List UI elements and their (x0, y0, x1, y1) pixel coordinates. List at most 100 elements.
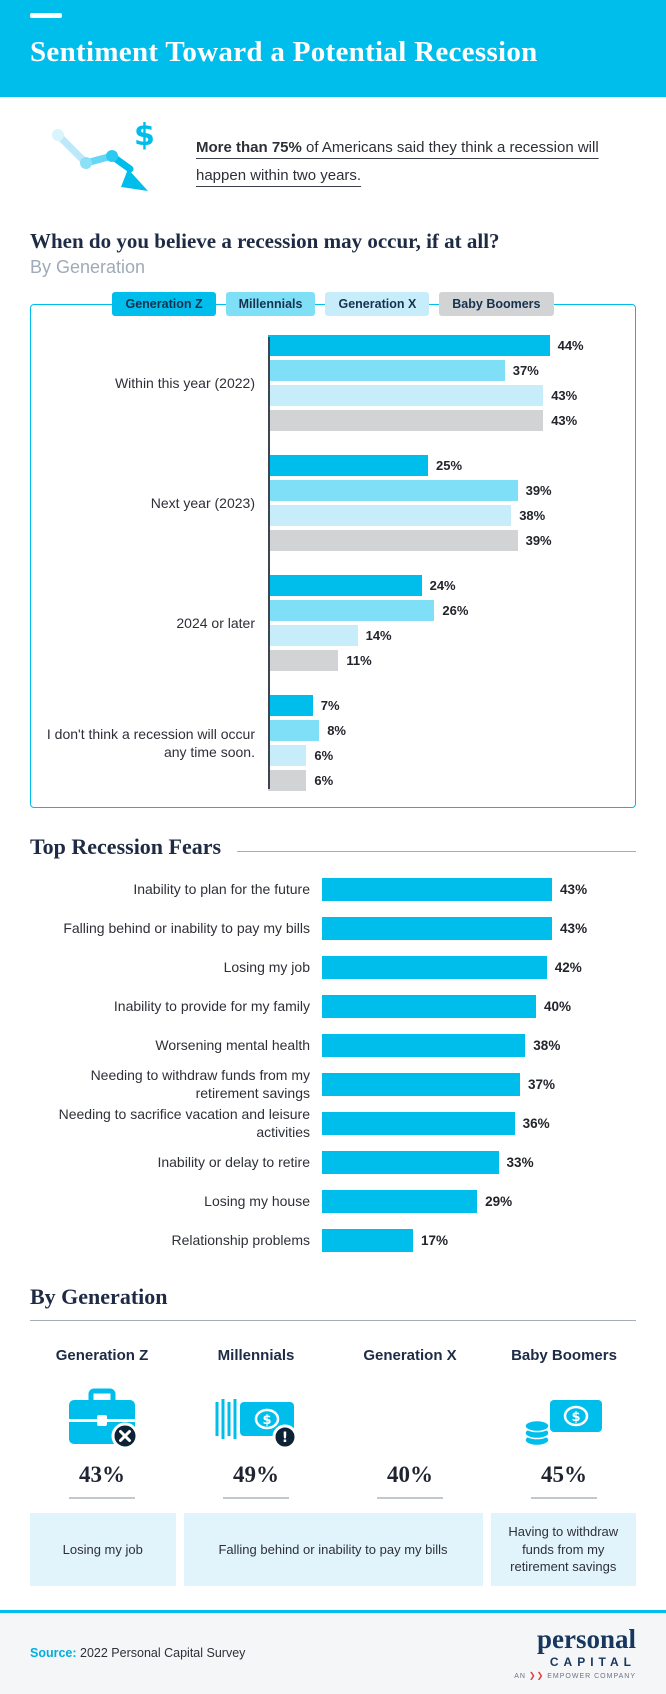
svg-text:$: $ (134, 119, 155, 153)
bar (268, 455, 428, 476)
generation-percent: 49% (233, 1462, 279, 1487)
bar-group: 24% 26% 14% 11% (268, 575, 623, 671)
fear-label: Worsening mental health (155, 1036, 310, 1053)
generation-columns: Generation Z 43% Millennials $! 49% Generatio… (0, 1331, 666, 1499)
generation-chart: Generation Z Millennials Generation X Baby … (30, 292, 636, 808)
bar (322, 1190, 478, 1213)
fear-row: Falling behind or inability to pay my bi… (30, 909, 636, 948)
bar-value: 17% (420, 1233, 448, 1248)
bar-row: 8% (268, 720, 623, 741)
category-label: I don't think a recession will occur any… (46, 725, 255, 760)
fear-label: Inability to provide for my family (113, 997, 310, 1014)
bar (268, 360, 505, 381)
percent-underline (69, 1497, 135, 1499)
bar-row: 44% (268, 335, 623, 356)
intro-rest: of Americans said they think a recession… (196, 139, 599, 184)
when-section-head: When do you believe a recession may occu… (0, 209, 666, 278)
bar (268, 720, 320, 741)
bar (268, 745, 307, 766)
fear-label: Losing my house (204, 1192, 310, 1209)
generation-column: Generation X 40% (338, 1347, 482, 1499)
bar-row: 24% (268, 575, 623, 596)
header-dash (30, 13, 62, 18)
page-title: Sentiment Toward a Potential Recession (30, 36, 538, 68)
fear-label: Needing to sacrifice vacation and leisur… (58, 1106, 310, 1140)
bar-row: 39% (268, 480, 623, 501)
bar (268, 505, 512, 526)
generation-name: Baby Boomers (511, 1347, 617, 1364)
bar-value: 43% (551, 413, 578, 428)
bar (268, 410, 544, 431)
generation-name: Millennials (217, 1347, 295, 1364)
bar-value: 37% (527, 1077, 555, 1092)
bar-value: 33% (506, 1155, 534, 1170)
generation-name: Generation Z (55, 1347, 149, 1364)
briefcase-x-icon (30, 1372, 174, 1450)
bar-value: 29% (485, 1194, 513, 1209)
bar (322, 917, 553, 940)
fear-row: Worsening mental health 38% (30, 1026, 636, 1065)
source-label: Source: (30, 1646, 77, 1661)
bar (268, 480, 518, 501)
legend-item: Millennials (225, 292, 316, 316)
bar-value: 7% (320, 698, 340, 713)
bar-value: 44% (557, 338, 584, 353)
chart-group: Within this year (2022) 44% 37% 43% 43% (39, 335, 623, 431)
callout-box: Losing my job (30, 1513, 176, 1586)
source-text: 2022 Personal Capital Survey (76, 1646, 246, 1661)
when-subtitle: By Generation (30, 257, 146, 277)
bar-value: 36% (522, 1116, 550, 1131)
bar-group: 7% 8% 6% 6% (268, 695, 623, 791)
fear-label: Needing to withdraw funds from my retire… (90, 1067, 310, 1101)
bar-value: 14% (365, 628, 392, 643)
percent-underline (531, 1497, 597, 1499)
empower-arrow-icon: ❯❯ (528, 1671, 545, 1681)
generation-percent: 43% (79, 1462, 125, 1487)
when-title: When do you believe a recession may occu… (30, 229, 500, 253)
bar-value: 38% (533, 1038, 561, 1053)
bar (268, 385, 544, 406)
legend-item: Generation Z (112, 292, 216, 316)
svg-text:$: $ (262, 1413, 271, 1428)
logo-empower-text: EMPOWER COMPANY (547, 1673, 636, 1681)
fear-label: Losing my job (223, 958, 310, 975)
fear-label: Inability to plan for the future (133, 880, 310, 897)
chart-group: I don't think a recession will occur any… (39, 695, 623, 791)
callout-box: Having to withdraw funds from my retirem… (490, 1513, 636, 1586)
generation-legend: Generation Z Millennials Generation X Baby … (31, 292, 635, 316)
bar-value: 43% (560, 882, 588, 897)
category-label: Next year (2023) (150, 494, 255, 511)
bar-value: 8% (327, 723, 346, 738)
legend-item: Generation X (325, 292, 430, 316)
bar (322, 878, 553, 901)
fear-label: Falling behind or inability to pay my bi… (63, 919, 310, 936)
bar (268, 650, 339, 671)
bar (268, 625, 358, 646)
bar-value: 11% (346, 653, 372, 668)
generation-callouts: Losing my job Falling behind or inability… (0, 1499, 666, 1586)
bar-row: 43% (268, 385, 623, 406)
bygen-section-head: By Generation (0, 1284, 666, 1321)
generation-column: Baby Boomers $45% (492, 1347, 636, 1499)
bar-value: 39% (525, 483, 552, 498)
svg-text:$: $ (571, 1410, 580, 1425)
legend-item: Baby Boomers (439, 292, 554, 316)
fear-row: Needing to sacrifice vacation and leisur… (30, 1104, 636, 1143)
bar-value: 39% (525, 533, 552, 548)
fear-row: Inability to provide for my family 40% (30, 987, 636, 1026)
bar-row: 25% (268, 455, 623, 476)
fear-row: Inability to plan for the future 43% (30, 870, 636, 909)
header: Sentiment Toward a Potential Recession (0, 0, 666, 97)
bar-value: 6% (314, 773, 334, 788)
fear-row: Relationship problems 17% (30, 1221, 636, 1260)
chart-group: 2024 or later 24% 26% 14% 11% (39, 575, 623, 671)
bar-row: 6% (268, 745, 623, 766)
bar-value: 43% (551, 388, 578, 403)
bar-value: 25% (436, 458, 463, 473)
bar-row: 38% (268, 505, 623, 526)
bar (268, 575, 422, 596)
bar (322, 1112, 515, 1135)
fear-row: Needing to withdraw funds from my retire… (30, 1065, 636, 1104)
category-label: 2024 or later (176, 614, 255, 631)
bar (268, 335, 550, 356)
